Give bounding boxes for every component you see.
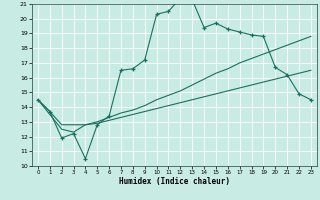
X-axis label: Humidex (Indice chaleur): Humidex (Indice chaleur): [119, 177, 230, 186]
